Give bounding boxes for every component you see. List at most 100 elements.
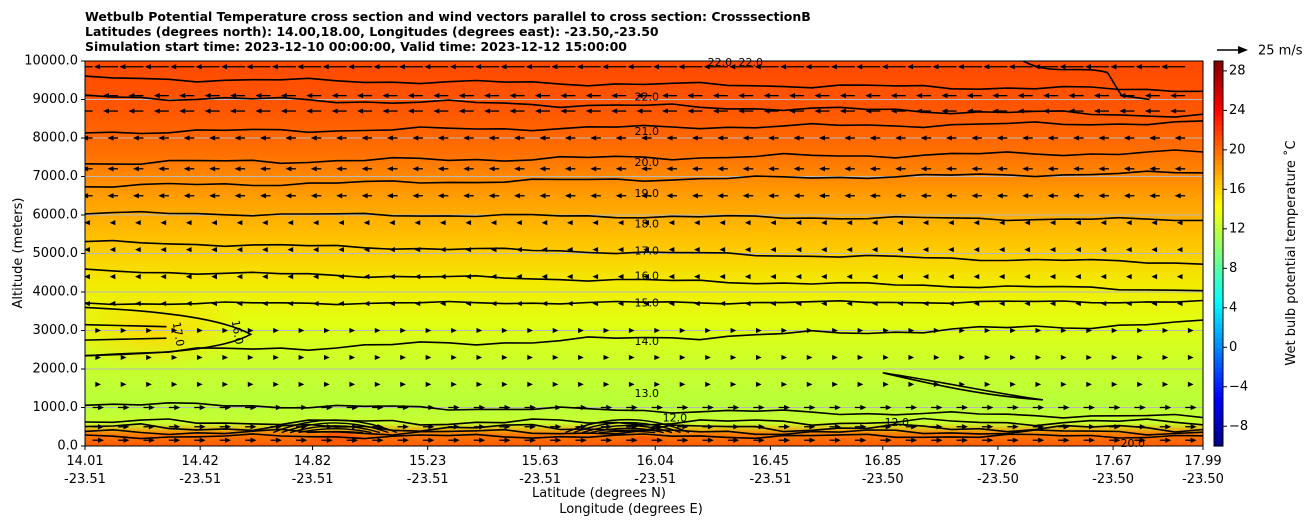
wind-vector (931, 404, 943, 411)
wind-vector (95, 381, 102, 387)
wind-vector (905, 404, 918, 411)
wind-vector (789, 93, 805, 99)
wind-vector (1075, 247, 1081, 253)
wind-vector (324, 327, 330, 334)
colorbar-segment (1214, 135, 1223, 141)
colorbar-segment (1214, 332, 1223, 339)
wind-vector (143, 437, 155, 443)
wind-vector (389, 220, 395, 226)
wind-vector (590, 135, 601, 141)
wind-vector (959, 381, 965, 387)
wind-vector (107, 166, 119, 172)
wind-vector (984, 354, 991, 361)
x-axis-label-lon: Longitude (degrees E) (559, 502, 703, 517)
wind-vector (246, 64, 271, 70)
wind-vector (245, 404, 257, 411)
wind-vector (514, 166, 525, 172)
wind-vector (705, 354, 711, 361)
wind-vector (407, 93, 423, 99)
wind-vector (897, 274, 904, 280)
wind-vector (516, 300, 522, 307)
wind-vector (770, 220, 776, 226)
wind-vector (109, 247, 116, 253)
colorbar-segment (1214, 164, 1223, 171)
wind-vector (677, 424, 689, 430)
wind-vector (135, 247, 141, 253)
wind-vector (389, 300, 395, 307)
colorbar-segment (1214, 144, 1223, 151)
wind-vector (1170, 108, 1186, 114)
wind-vector (146, 327, 152, 334)
wind-vector (433, 93, 449, 99)
wind-vector (871, 220, 878, 226)
wind-vector (234, 135, 246, 141)
wind-vector (361, 166, 373, 172)
wind-vector (922, 274, 929, 280)
colorbar-segment (1214, 248, 1223, 255)
wind-vector (451, 381, 457, 387)
wind-vector (1073, 166, 1084, 172)
wind-vector (374, 327, 381, 334)
wind-vector (255, 93, 271, 99)
wind-vector (806, 354, 813, 361)
wind-vector (484, 93, 500, 99)
wind-vector (643, 300, 649, 307)
wind-vector (85, 274, 90, 280)
contour-line (85, 428, 1203, 436)
wind-vector (846, 274, 853, 280)
wind-vector (476, 327, 483, 334)
colorbar-segment (1214, 337, 1223, 343)
contour-line (573, 421, 681, 434)
contour-label: 19.0 (635, 187, 660, 200)
wind-vector (346, 424, 359, 430)
wind-vector (1035, 354, 1042, 361)
wind-vector (425, 381, 432, 387)
wind-vector (730, 354, 737, 361)
wind-vector (85, 135, 93, 141)
wind-vector (1017, 108, 1033, 114)
wind-vector (143, 424, 155, 430)
wind-vector (804, 437, 816, 443)
y-tick-label: 0.0 (57, 439, 78, 454)
wind-vector (753, 404, 765, 411)
colorbar-segment (1214, 243, 1223, 250)
wind-vector (414, 247, 421, 253)
wind-vector (1049, 274, 1056, 280)
wind-vector (448, 437, 460, 443)
wind-vector (1159, 404, 1172, 411)
wind-vector (270, 404, 282, 411)
wind-vector (465, 220, 472, 226)
wind-vector (397, 424, 409, 430)
wind-vector (998, 220, 1005, 226)
wind-vector (871, 274, 878, 280)
colorbar-segment (1214, 95, 1223, 102)
wind-vector (754, 64, 779, 70)
wind-vector (677, 437, 689, 443)
wind-vector (262, 220, 268, 226)
wind-vector (135, 300, 141, 307)
wind-vector (753, 424, 765, 430)
wind-vector (1174, 135, 1186, 141)
wind-vector (895, 166, 906, 172)
wind-vector (439, 220, 446, 226)
y-axis-label: Altitude (meters) (11, 198, 26, 309)
wind-vector (1007, 437, 1019, 443)
x-tick-label-lon: -23.50 (862, 472, 904, 487)
wind-vector (908, 354, 915, 361)
wind-vector (336, 193, 347, 199)
wind-vector (397, 437, 409, 443)
wind-vector (204, 93, 220, 99)
wind-vector (349, 327, 356, 334)
wind-vector (194, 404, 206, 411)
wind-vector (592, 247, 599, 253)
wind-vector (742, 166, 754, 172)
wind-vector (1007, 404, 1019, 411)
colorbar-segment (1214, 194, 1223, 200)
wind-vector (211, 220, 217, 226)
wind-vector (245, 424, 257, 430)
wind-vector (179, 93, 195, 99)
wind-vector (959, 354, 965, 361)
wind-vector (814, 108, 830, 114)
wind-vector (196, 327, 203, 334)
